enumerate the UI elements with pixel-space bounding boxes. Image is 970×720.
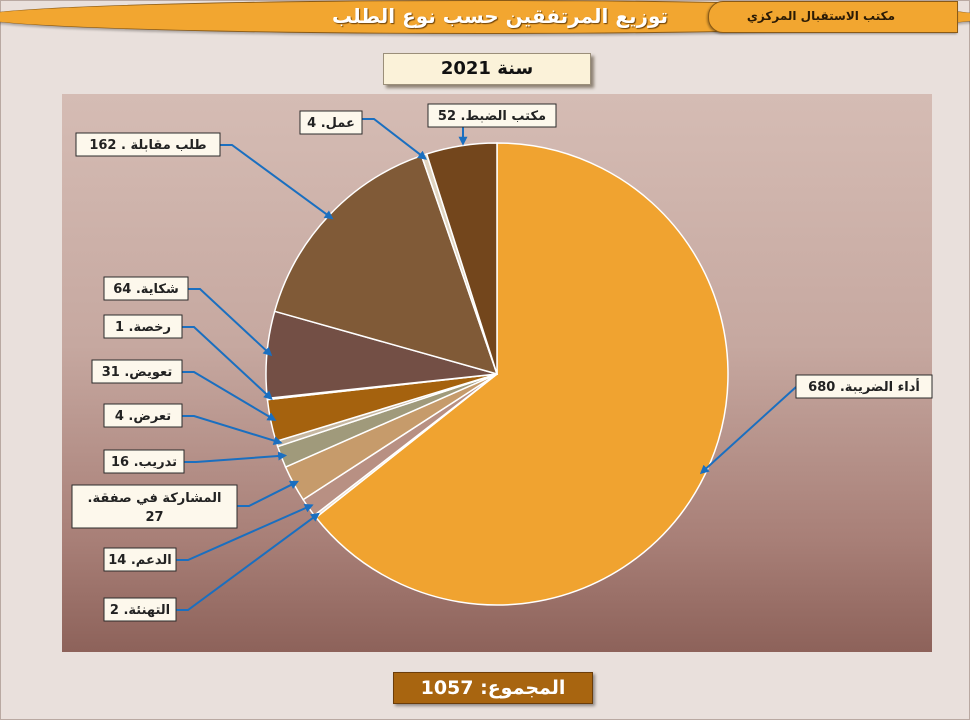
leader-arrow <box>188 288 273 357</box>
data-label-box <box>795 374 933 399</box>
data-label: طلب مقابلة . 162 <box>89 138 206 153</box>
leader-arrow <box>182 371 277 421</box>
data-label-box <box>103 314 183 339</box>
leader-lines <box>176 118 797 611</box>
data-label: شكاية. 64 <box>113 282 179 297</box>
data-label: تعرض. 4 <box>115 409 171 424</box>
data-label: المشاركة في صفقة. 27 <box>88 491 222 525</box>
data-label-box <box>103 597 177 622</box>
data-label: مكتب الضبط. 52 <box>438 109 546 124</box>
leader-arrow <box>182 326 273 400</box>
leader-arrow <box>176 504 314 561</box>
data-label: التهنئة. 2 <box>110 603 170 618</box>
data-label-box <box>103 276 189 301</box>
office-tab <box>708 1 958 33</box>
data-label: تعويض. 31 <box>102 365 173 380</box>
data-label: تدريب. 16 <box>111 455 177 470</box>
leader-arrow <box>237 480 299 507</box>
leader-arrow <box>220 144 334 220</box>
data-label-box <box>75 132 221 157</box>
leader-arrow <box>176 512 320 611</box>
data-label-box <box>71 484 238 529</box>
total-label: المجموع: 1057 <box>393 672 593 704</box>
data-label: عمل. 4 <box>307 116 355 131</box>
data-label: أداء الضريبة. 680 <box>808 378 920 395</box>
office-label: مكتب الاستقبال المركزي <box>746 9 896 23</box>
pie-slice <box>314 142 729 606</box>
page-title: توزيع المرتفقين حسب نوع الطلب <box>331 4 669 28</box>
data-label-box <box>103 403 183 428</box>
leader-arrow <box>184 451 288 463</box>
year-label: سنة 2021 <box>383 53 591 85</box>
data-label: الدعم. 14 <box>108 553 171 568</box>
data-label-box <box>91 359 183 384</box>
pie-slices <box>265 142 729 606</box>
data-label-box <box>299 110 363 135</box>
leader-arrow <box>699 386 797 475</box>
data-label-box <box>427 103 557 128</box>
leader-arrow <box>362 118 427 160</box>
data-label-box <box>103 449 185 474</box>
data-labels: أداء الضريبة. 680 التهنئة. 2 الدعم. 14 المش… <box>71 103 933 622</box>
leader-arrow <box>182 415 283 445</box>
data-label: رخصة. 1 <box>115 320 171 335</box>
data-label-box <box>103 547 177 572</box>
